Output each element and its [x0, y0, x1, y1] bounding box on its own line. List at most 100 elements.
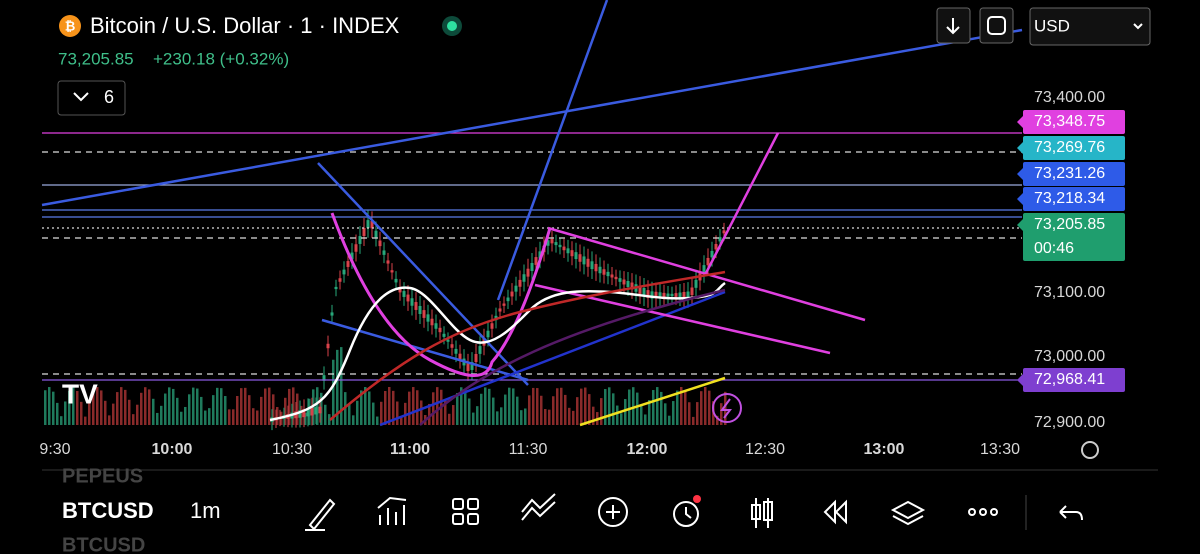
candle-body — [506, 297, 510, 302]
volume-bar — [592, 406, 595, 425]
candle-body — [350, 252, 354, 260]
volume-bar — [104, 400, 107, 425]
volume-bar — [160, 405, 163, 425]
volume-bar — [348, 403, 351, 425]
candle-body — [546, 240, 550, 246]
alert[interactable] — [673, 501, 699, 527]
candle-body — [446, 339, 450, 342]
time-axis-label: 10:30 — [272, 441, 312, 458]
price-tag-pointer — [1017, 193, 1023, 205]
volume-bar — [516, 396, 519, 425]
candle-body — [430, 318, 434, 326]
price-tag — [1023, 187, 1125, 211]
draw-tool[interactable] — [305, 498, 336, 531]
candle-body — [562, 246, 566, 251]
volume-bar — [444, 399, 447, 425]
volume-bar — [388, 387, 391, 425]
candle-body — [578, 254, 582, 262]
volume-bar — [644, 414, 647, 425]
volume-bar — [460, 387, 463, 425]
volume-bar — [672, 401, 675, 425]
volume-bar — [340, 347, 343, 425]
replay[interactable] — [823, 499, 847, 525]
volume-bar — [252, 408, 255, 425]
volume-bar — [544, 409, 547, 425]
candle-body — [694, 279, 698, 288]
candle-body — [674, 293, 678, 297]
volume-bar — [356, 400, 359, 425]
volume-bar — [556, 388, 559, 425]
volume-bar — [228, 409, 231, 425]
candle-body — [366, 220, 370, 228]
candle-body — [394, 278, 398, 283]
volume-bar — [384, 390, 387, 425]
volume-bar — [364, 387, 367, 425]
time-axis-label: 11:00 — [390, 441, 430, 458]
settings-button[interactable] — [1081, 441, 1099, 459]
candle-body — [662, 292, 666, 298]
volume-bar — [332, 359, 335, 425]
candle-body — [386, 260, 390, 264]
candle-body — [318, 406, 322, 414]
candle-body — [378, 240, 382, 247]
volume-bar — [120, 387, 123, 425]
candle-body — [478, 346, 482, 354]
volume-bar — [652, 390, 655, 425]
indicators-toggle[interactable] — [57, 80, 126, 116]
volume-bar — [508, 387, 511, 425]
volume-bar — [84, 416, 87, 425]
candle-body — [470, 362, 474, 370]
toolbar-symbol[interactable]: BTCUSD — [62, 498, 154, 523]
price-change: +230.18 (+0.32%) — [153, 49, 289, 68]
volume-bar — [584, 387, 587, 425]
compare[interactable] — [521, 493, 556, 521]
time-axis-label: 10:00 — [152, 441, 193, 458]
candle-body — [526, 268, 530, 277]
candle-body — [330, 312, 334, 316]
layout[interactable] — [452, 498, 464, 510]
candle-body — [518, 279, 522, 287]
candle-body — [466, 363, 470, 372]
drawings — [41, 0, 1023, 427]
watchlist-item[interactable]: PEPEUS — [62, 465, 143, 487]
candle-body — [382, 250, 386, 255]
volume-bar — [496, 411, 499, 425]
price-axis-label: 73,400.00 — [1034, 89, 1105, 106]
fullscreen-button[interactable] — [979, 7, 1014, 44]
volume-bar — [44, 390, 47, 425]
volume-bar — [636, 392, 639, 425]
currency-select[interactable] — [1029, 7, 1151, 46]
candle-body — [298, 410, 302, 418]
volume-bar — [168, 387, 171, 425]
volume-bar — [180, 411, 183, 425]
watchlist-item[interactable]: BTCUSD — [62, 534, 145, 554]
market-status — [447, 21, 457, 31]
candle-body — [618, 278, 622, 282]
volume-bar — [124, 389, 127, 425]
candle-body — [586, 258, 590, 267]
volume-bar — [568, 407, 571, 425]
candle-body — [622, 279, 626, 285]
more[interactable] — [968, 508, 976, 516]
volume-bar — [380, 401, 383, 425]
indicators[interactable] — [377, 496, 407, 525]
toolbar-interval[interactable]: 1m — [190, 498, 221, 523]
candle-body — [438, 327, 442, 333]
volume-bar — [80, 401, 83, 425]
candle-body — [706, 257, 710, 266]
svg-text:₿: ₿ — [65, 18, 76, 33]
price-tag-pointer — [1017, 168, 1023, 180]
volume-bar — [72, 387, 75, 425]
volume-bar — [400, 416, 403, 425]
layers[interactable] — [890, 500, 926, 526]
axes: 73,400.00 73,100.00 73,000.00 72,900.00 73,3… — [39, 89, 1125, 458]
volume-bar — [244, 387, 247, 425]
volume-bar — [88, 402, 91, 425]
volume-bar — [548, 409, 551, 425]
volume-bar — [304, 412, 307, 425]
add[interactable] — [598, 497, 628, 527]
time-axis-label: 12:00 — [627, 441, 668, 458]
volume-bar — [612, 393, 615, 425]
undo[interactable] — [1059, 505, 1083, 521]
